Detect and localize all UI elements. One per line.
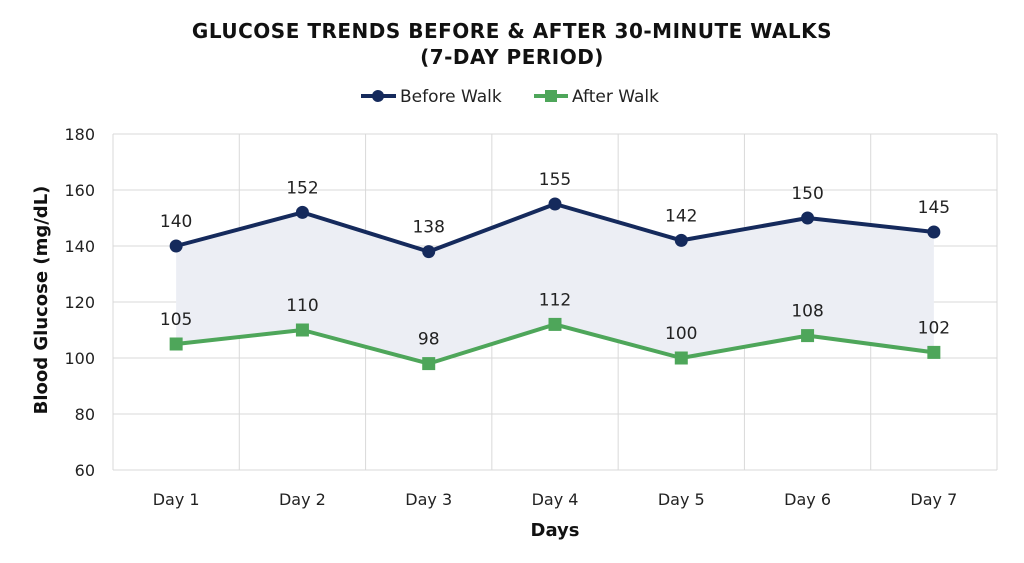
point-after	[674, 351, 688, 365]
x-axis-title: Days	[531, 520, 580, 541]
point-after	[169, 337, 183, 351]
x-tick-label: Day 4	[532, 490, 579, 509]
data-label-after: 110	[286, 296, 318, 316]
data-label-before: 142	[665, 206, 697, 226]
shaded-region	[176, 204, 934, 364]
point-before	[548, 197, 562, 211]
shaded-area	[176, 204, 934, 364]
data-label-before: 145	[918, 198, 950, 218]
point-before	[927, 225, 941, 239]
x-tick-label: Day 7	[910, 490, 957, 509]
y-tick-label: 180	[64, 125, 95, 144]
data-label-after: 100	[665, 324, 697, 344]
legend: Before Walk After Walk	[361, 87, 659, 107]
y-tick-label: 120	[64, 293, 95, 312]
data-label-after: 105	[160, 310, 192, 330]
legend-item-after: After Walk	[534, 87, 659, 107]
x-axis-ticks: Day 1 Day 2 Day 3 Day 4 Day 5 Day 6 Day 7	[153, 490, 958, 509]
data-label-after: 112	[539, 290, 571, 310]
data-label-before: 155	[539, 170, 571, 190]
y-axis-ticks: 60 80 100 120 140 160 180	[64, 125, 95, 480]
y-tick-label: 80	[75, 405, 95, 424]
legend-label-before: Before Walk	[400, 87, 502, 107]
x-tick-label: Day 1	[153, 490, 200, 509]
x-tick-label: Day 5	[658, 490, 705, 509]
chart-subtitle: (7-DAY PERIOD)	[420, 45, 604, 69]
point-before	[295, 205, 309, 219]
data-label-before: 150	[791, 184, 823, 204]
data-label-after: 98	[418, 330, 440, 350]
legend-item-before: Before Walk	[361, 87, 502, 107]
y-tick-label: 140	[64, 237, 95, 256]
point-after	[548, 317, 562, 331]
chart-title: GLUCOSE TRENDS BEFORE & AFTER 30-MINUTE …	[192, 19, 832, 43]
data-label-after: 108	[791, 302, 823, 322]
point-before	[674, 233, 688, 247]
x-tick-label: Day 6	[784, 490, 831, 509]
x-tick-label: Day 3	[405, 490, 452, 509]
data-label-before: 138	[412, 218, 444, 238]
x-tick-label: Day 2	[279, 490, 326, 509]
point-before	[169, 239, 183, 253]
point-before	[422, 245, 436, 259]
legend-marker-after	[545, 90, 557, 102]
y-tick-label: 60	[75, 461, 95, 480]
y-tick-label: 100	[64, 349, 95, 368]
point-before	[801, 211, 815, 225]
data-label-before: 152	[286, 178, 318, 198]
series-layer: 140 152 138 155 142 150 145 105 110 98 112 100 108 10…	[160, 170, 950, 371]
point-after	[295, 323, 309, 337]
legend-marker-before	[372, 90, 384, 102]
point-after	[801, 329, 815, 343]
y-tick-label: 160	[64, 181, 95, 200]
data-label-after: 102	[918, 318, 950, 338]
point-after	[422, 357, 436, 371]
y-axis-title: Blood Glucose (mg/dL)	[31, 186, 52, 415]
legend-label-after: After Walk	[572, 87, 659, 107]
data-label-before: 140	[160, 212, 192, 232]
point-after	[927, 345, 941, 359]
